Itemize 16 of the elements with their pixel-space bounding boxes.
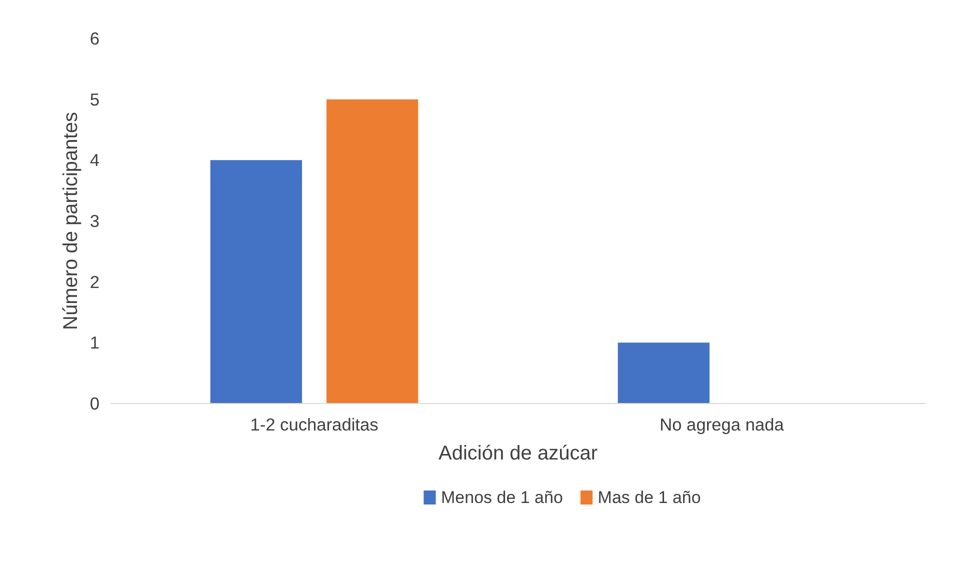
y-axis-title: Número de participantes [60,112,82,330]
y-tick-label: 4 [90,150,100,170]
y-tick-label: 2 [90,272,100,292]
bar [618,342,710,404]
y-tick-label: 0 [90,394,100,414]
x-tick-label: No agrega nada [660,414,784,434]
y-tick-label: 1 [90,332,100,353]
y-tick-label: 3 [90,211,100,231]
y-tick-label: 5 [90,89,100,110]
legend-label: Mas de 1 año [598,488,701,507]
bar [210,160,302,404]
legend-label: Menos de 1 año [441,488,563,507]
bar [326,99,418,404]
x-tick-label: 1-2 cucharaditas [250,414,379,434]
y-tick-label: 6 [90,28,100,48]
x-axis-title: Adición de azúcar [438,442,598,464]
